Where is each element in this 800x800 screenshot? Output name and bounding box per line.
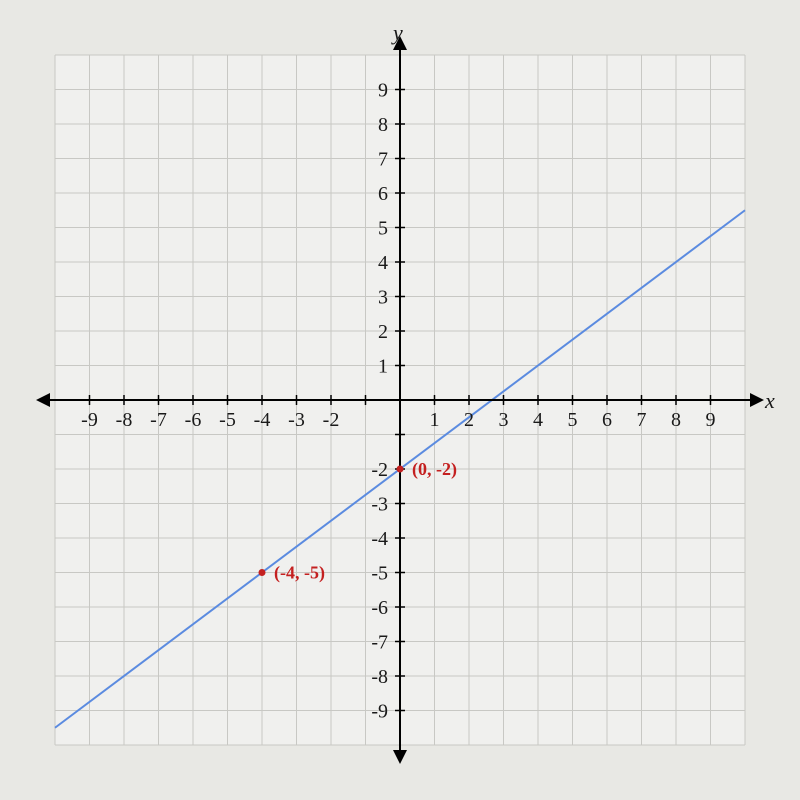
svg-text:4: 4	[533, 409, 543, 431]
svg-text:9: 9	[706, 409, 716, 431]
svg-text:2: 2	[464, 409, 474, 431]
svg-text:-9: -9	[371, 701, 388, 723]
svg-text:6: 6	[602, 409, 612, 431]
svg-text:-5: -5	[371, 563, 388, 585]
svg-text:-3: -3	[371, 494, 388, 516]
svg-text:3: 3	[499, 409, 509, 431]
svg-text:-6: -6	[371, 597, 388, 619]
svg-text:2: 2	[378, 321, 388, 343]
x-axis-label: x	[765, 388, 775, 414]
svg-text:7: 7	[637, 409, 647, 431]
coordinate-plane-chart: -9 -8 -7 -6 -5 -4 -3 -2 1 2 3 4 5 6 7 8 9 9 8 7 6 5 4 3 2 1 -2 -3 -4…	[20, 20, 780, 780]
svg-text:4: 4	[378, 252, 388, 274]
svg-text:-7: -7	[150, 409, 167, 431]
svg-text:-8: -8	[116, 409, 133, 431]
svg-text:-5: -5	[219, 409, 236, 431]
svg-text:8: 8	[378, 114, 388, 136]
svg-text:-8: -8	[371, 666, 388, 688]
svg-text:-2: -2	[323, 409, 340, 431]
svg-text:7: 7	[378, 149, 388, 171]
svg-text:1: 1	[430, 409, 440, 431]
svg-text:9: 9	[378, 80, 388, 102]
y-axis-label: y	[393, 20, 403, 46]
svg-text:5: 5	[378, 218, 388, 240]
chart-svg: -9 -8 -7 -6 -5 -4 -3 -2 1 2 3 4 5 6 7 8 9 9 8 7 6 5 4 3 2 1 -2 -3 -4…	[20, 20, 780, 780]
svg-text:-6: -6	[185, 409, 202, 431]
svg-text:3: 3	[378, 287, 388, 309]
svg-text:(0, -2): (0, -2)	[412, 459, 457, 480]
svg-text:-4: -4	[371, 528, 388, 550]
svg-text:-7: -7	[371, 632, 388, 654]
svg-text:(-4, -5): (-4, -5)	[274, 563, 325, 584]
svg-text:-9: -9	[81, 409, 98, 431]
svg-text:-4: -4	[254, 409, 271, 431]
svg-text:6: 6	[378, 183, 388, 205]
svg-text:8: 8	[671, 409, 681, 431]
svg-text:-2: -2	[371, 459, 388, 481]
svg-text:-3: -3	[288, 409, 305, 431]
svg-text:5: 5	[568, 409, 578, 431]
svg-text:1: 1	[378, 356, 388, 378]
